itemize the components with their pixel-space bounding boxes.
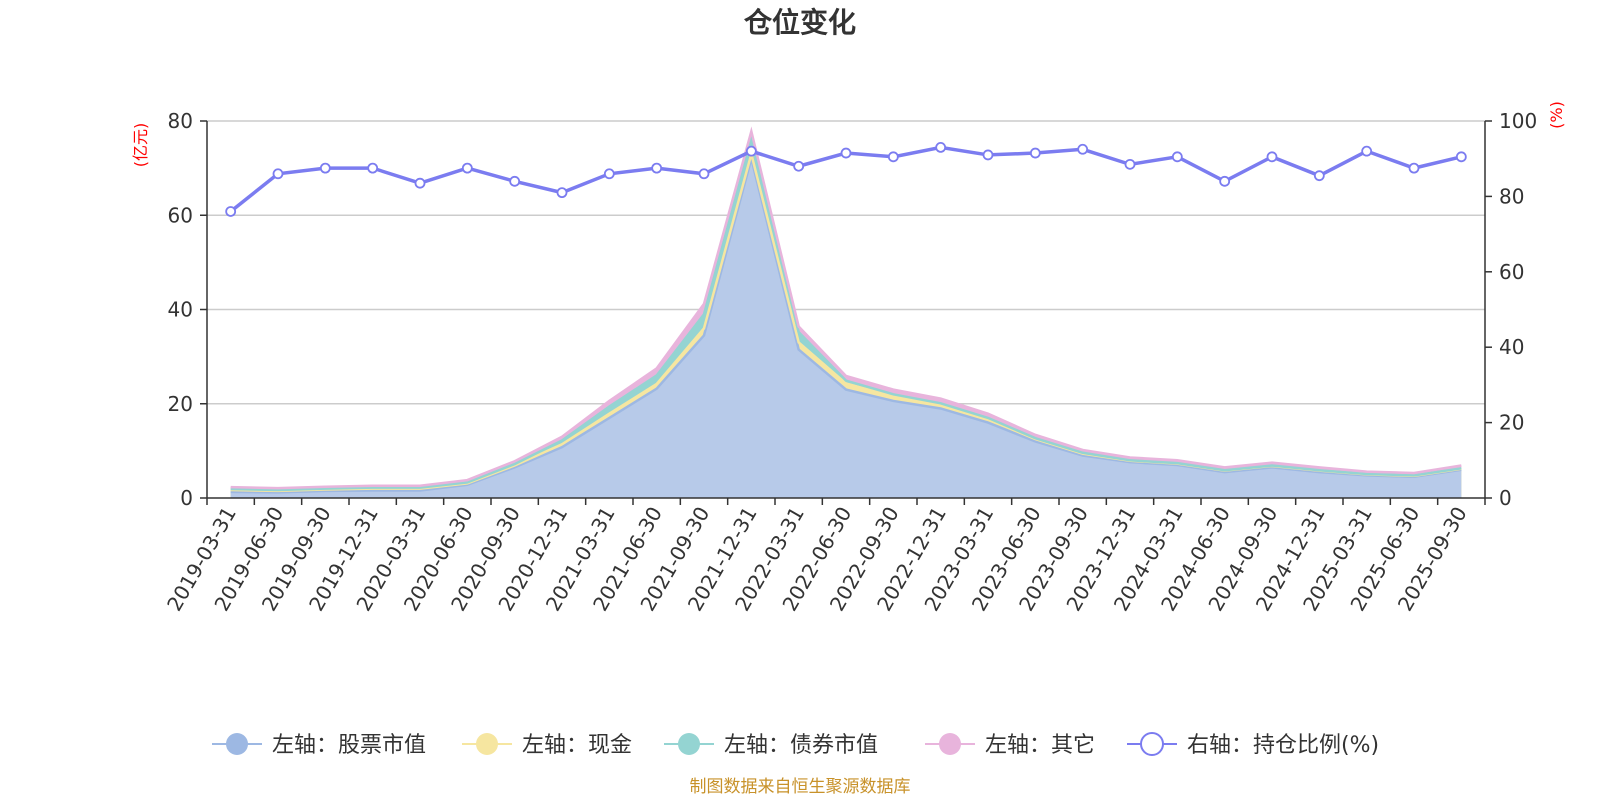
ratio-point bbox=[1313, 170, 1325, 182]
right-tick-label: 100 bbox=[1499, 109, 1537, 133]
legend-item-ratio[interactable]: 右轴：持仓比例(%) bbox=[1127, 732, 1379, 758]
left-tick-label: 0 bbox=[180, 486, 193, 510]
legend-marker bbox=[226, 733, 248, 755]
line-bond bbox=[230, 134, 1462, 492]
ratio-point bbox=[319, 162, 331, 174]
area-stock bbox=[230, 158, 1462, 498]
line-other bbox=[230, 126, 1462, 490]
ratio-point bbox=[1455, 151, 1467, 163]
right-axis-unit: (%) bbox=[1547, 101, 1566, 129]
right-tick-label: 20 bbox=[1499, 411, 1524, 435]
left-axis-unit: (亿元) bbox=[131, 123, 150, 168]
right-tick-label: 0 bbox=[1499, 486, 1512, 510]
chart-title: 仓位变化 bbox=[744, 6, 856, 39]
ratio-point bbox=[603, 168, 615, 180]
ratio-point bbox=[651, 162, 663, 174]
ratio-point bbox=[1266, 151, 1278, 163]
legend-label: 左轴：股票市值 bbox=[272, 733, 426, 758]
left-tick-label: 20 bbox=[168, 392, 193, 416]
ratio-point bbox=[272, 168, 284, 180]
ratio-point bbox=[225, 206, 237, 217]
legend-item-stock[interactable]: 左轴：股票市值 bbox=[212, 733, 426, 758]
ratio-series bbox=[225, 141, 1467, 217]
legend-item-bond[interactable]: 左轴：债券市值 bbox=[664, 733, 878, 758]
ratio-point bbox=[509, 175, 521, 187]
right-tick-label: 80 bbox=[1499, 184, 1524, 208]
legend-item-cash[interactable]: 左轴：现金 bbox=[462, 733, 632, 758]
ratio-point bbox=[461, 162, 473, 174]
ratio-point bbox=[414, 177, 426, 189]
ratio-point bbox=[1408, 162, 1420, 174]
left-tick-label: 60 bbox=[168, 203, 193, 227]
legend-label: 右轴：持仓比例(%) bbox=[1187, 733, 1379, 758]
axes: 0204060800204060801002019-03-312019-06-3… bbox=[162, 109, 1537, 615]
left-tick-label: 80 bbox=[168, 109, 193, 133]
legend-marker bbox=[678, 733, 700, 755]
ratio-point bbox=[1219, 175, 1231, 187]
ratio-point bbox=[698, 168, 710, 180]
legend-label: 左轴：债券市值 bbox=[724, 733, 878, 758]
legend-marker bbox=[939, 733, 961, 755]
ratio-point bbox=[935, 141, 947, 153]
ratio-point bbox=[982, 149, 994, 161]
ratio-point bbox=[1124, 158, 1136, 170]
legend-marker bbox=[476, 733, 498, 755]
ratio-point bbox=[887, 151, 899, 163]
right-tick-label: 60 bbox=[1499, 260, 1524, 284]
ratio-point bbox=[1361, 145, 1373, 157]
left-tick-label: 40 bbox=[168, 298, 193, 322]
ratio-point bbox=[745, 145, 757, 157]
ratio-point bbox=[840, 147, 852, 159]
legend-item-other[interactable]: 左轴：其它 bbox=[925, 733, 1095, 758]
source-footer: 制图数据来自恒生聚源数据库 bbox=[690, 777, 911, 797]
ratio-point bbox=[367, 162, 379, 174]
ratio-point bbox=[1029, 147, 1041, 159]
legend-label: 左轴：其它 bbox=[985, 733, 1095, 758]
ratio-point bbox=[1171, 151, 1183, 163]
grid-lines bbox=[207, 120, 1485, 405]
legend-label: 左轴：现金 bbox=[522, 733, 632, 758]
line-stock bbox=[230, 158, 1462, 494]
legend-marker bbox=[1140, 732, 1164, 756]
stacked-areas bbox=[230, 126, 1462, 499]
ratio-point bbox=[1077, 143, 1089, 155]
legend: 左轴：股票市值 左轴：现金 左轴：债券市值 左轴：其它 右轴：持仓比例(%) bbox=[212, 732, 1379, 758]
ratio-point bbox=[556, 187, 568, 199]
right-tick-label: 40 bbox=[1499, 335, 1524, 359]
ratio-point bbox=[793, 160, 805, 172]
